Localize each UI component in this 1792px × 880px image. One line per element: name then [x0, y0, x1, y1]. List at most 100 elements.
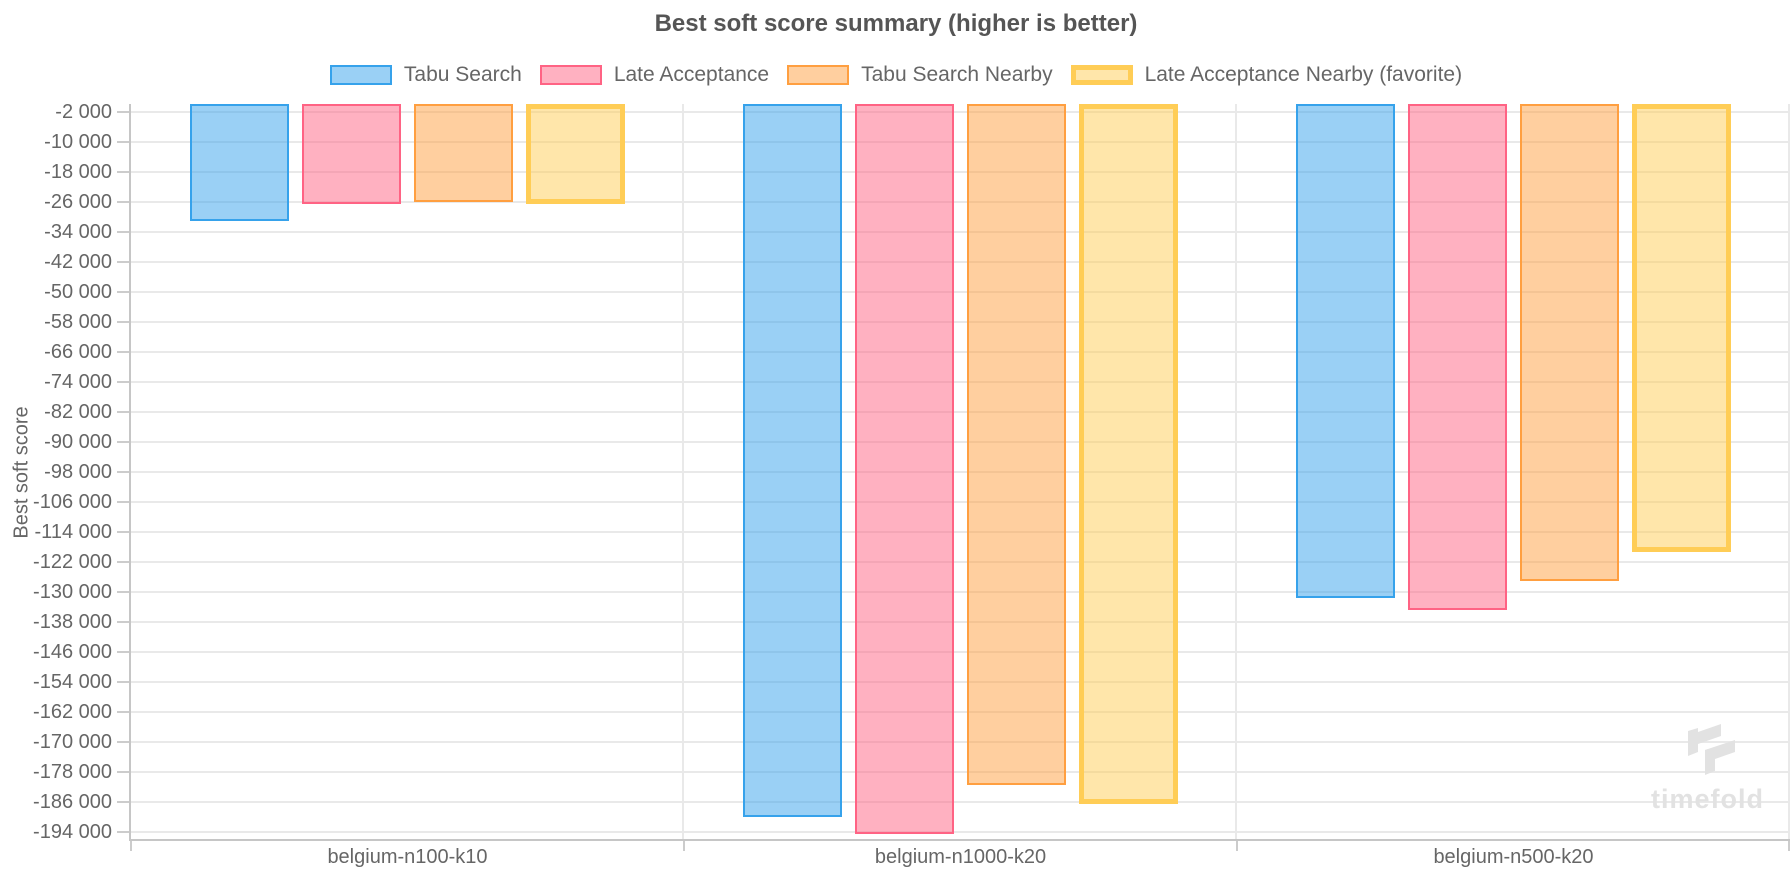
category-label: belgium-n100-k10: [327, 846, 488, 868]
y-tick-mark: [117, 710, 129, 713]
gridline: [131, 530, 1790, 533]
y-tick-label: -2 000: [55, 100, 112, 123]
y-tick-mark: [117, 800, 129, 803]
gridline: [131, 680, 1790, 683]
gridline: [131, 740, 1790, 743]
gridline: [131, 110, 1790, 113]
y-tick-label: -10 000: [44, 130, 112, 153]
y-tick-mark: [117, 470, 129, 473]
y-tick-label: -122 000: [33, 550, 112, 573]
watermark-label: timefold: [1651, 784, 1764, 814]
gridline: [131, 410, 1790, 413]
y-tick-label: -66 000: [44, 340, 112, 363]
y-tick-label: -186 000: [33, 790, 112, 813]
bar-belgium-n1000-k20-series-3: [967, 104, 1066, 785]
y-tick-mark: [117, 320, 129, 323]
bar-belgium-n100-k10-series-4: [526, 104, 625, 205]
bar-belgium-n1000-k20-series-1: [743, 104, 842, 818]
gridline: [131, 620, 1790, 623]
legend-label: Tabu Search Nearby: [861, 63, 1053, 86]
y-tick-label: -178 000: [33, 760, 112, 783]
y-tick-label: -130 000: [33, 580, 112, 603]
y-tick-mark: [117, 290, 129, 293]
y-tick-mark: [117, 260, 129, 263]
gridline: [131, 650, 1790, 653]
y-tick-mark: [117, 230, 129, 233]
gridline: [131, 590, 1790, 593]
gridline: [131, 290, 1790, 293]
y-tick-mark: [117, 350, 129, 353]
gridline: [131, 710, 1790, 713]
gridline: [131, 470, 1790, 473]
bar-belgium-n500-k20-series-4: [1632, 104, 1731, 552]
bar-belgium-n1000-k20-series-4: [1079, 104, 1178, 805]
y-tick-label: -98 000: [44, 460, 112, 483]
gridline: [131, 800, 1790, 803]
bar-belgium-n100-k10-series-1: [190, 104, 289, 221]
legend-swatch: [1070, 65, 1133, 85]
gridline: [131, 260, 1790, 263]
y-tick-label: -50 000: [44, 280, 112, 303]
bar-belgium-n500-k20-series-3: [1520, 104, 1619, 581]
y-tick-label: -106 000: [33, 490, 112, 513]
y-tick-mark: [117, 380, 129, 383]
y-tick-label: -34 000: [44, 220, 112, 243]
y-tick-label: -146 000: [33, 640, 112, 663]
x-tick-mark: [1788, 841, 1790, 851]
y-tick-label: -42 000: [44, 250, 112, 273]
y-tick-mark: [117, 110, 129, 113]
y-tick-label: -162 000: [33, 700, 112, 723]
y-tick-mark: [117, 830, 129, 833]
y-tick-label: -26 000: [44, 190, 112, 213]
gridline: [131, 230, 1790, 233]
bar-belgium-n500-k20-series-2: [1408, 104, 1507, 610]
plot-area: timefold: [131, 104, 1790, 839]
y-tick-label: -90 000: [44, 430, 112, 453]
y-tick-mark: [117, 440, 129, 443]
gridline: [131, 770, 1790, 773]
bar-belgium-n100-k10-series-2: [302, 104, 401, 204]
legend-swatch: [329, 65, 392, 85]
legend-item-3[interactable]: Tabu Search Nearby: [787, 63, 1053, 87]
y-tick-label: -114 000: [34, 520, 112, 543]
bar-belgium-n1000-k20-series-2: [855, 104, 954, 835]
legend-label: Tabu Search: [403, 63, 522, 86]
category-label: belgium-n1000-k20: [874, 846, 1047, 868]
legend-swatch: [539, 65, 602, 85]
y-tick-mark: [117, 560, 129, 563]
x-tick-mark: [1236, 841, 1238, 851]
y-tick-mark: [117, 140, 129, 143]
legend-swatch: [787, 65, 850, 85]
legend-label: Late Acceptance: [613, 63, 770, 86]
gridline: [131, 320, 1790, 323]
bar-belgium-n100-k10-series-3: [414, 104, 513, 202]
y-tick-mark: [117, 500, 129, 503]
bar-belgium-n500-k20-series-1: [1296, 104, 1395, 598]
gridline: [131, 440, 1790, 443]
y-tick-label: -18 000: [44, 160, 112, 183]
gridline: [131, 560, 1790, 563]
legend-item-2[interactable]: Late Acceptance: [539, 63, 770, 87]
chart-title: Best soft score summary (higher is bette…: [654, 10, 1138, 37]
y-tick-label: -170 000: [33, 730, 112, 753]
y-tick-mark: [117, 170, 129, 173]
gridline: [131, 500, 1790, 503]
y-tick-mark: [117, 650, 129, 653]
y-tick-label: -74 000: [44, 370, 112, 393]
legend-label: Late Acceptance Nearby (favorite): [1144, 63, 1463, 86]
y-tick-mark: [117, 200, 129, 203]
y-tick-label: -82 000: [44, 400, 112, 423]
legend-item-4[interactable]: Late Acceptance Nearby (favorite): [1070, 63, 1463, 87]
x-axis-line: [129, 839, 1790, 841]
y-tick-mark: [117, 620, 129, 623]
legend-item-1[interactable]: Tabu Search: [329, 63, 522, 87]
y-tick-mark: [117, 740, 129, 743]
gridline: [131, 350, 1790, 353]
gridline: [131, 200, 1790, 203]
y-tick-mark: [117, 590, 129, 593]
y-tick-label: -194 000: [33, 820, 112, 843]
y-tick-label: -138 000: [33, 610, 112, 633]
y-tick-label: -154 000: [33, 670, 112, 693]
gridline: [131, 380, 1790, 383]
